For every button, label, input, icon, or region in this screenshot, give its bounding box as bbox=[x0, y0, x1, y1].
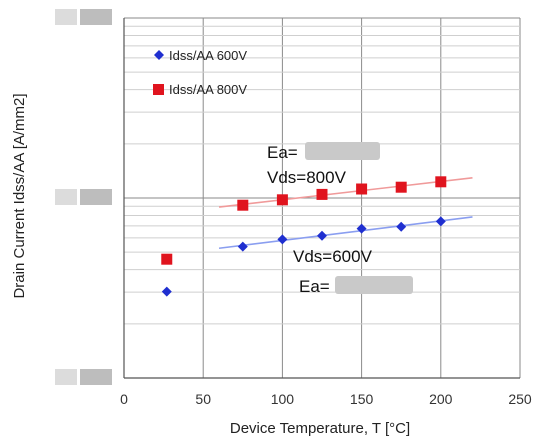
ea-value-redacted-800v bbox=[305, 142, 380, 160]
data-point-600v bbox=[396, 222, 406, 232]
y-axis-title: Drain Current Idss/AA [A/mm2] bbox=[11, 93, 28, 298]
x-tick-label: 50 bbox=[195, 391, 211, 407]
annotation-800v: Ea= Vds=800V bbox=[267, 142, 380, 187]
ea-value-redacted-600v bbox=[335, 276, 413, 294]
y-tick-label-redacted bbox=[55, 189, 77, 205]
data-point-800v bbox=[317, 189, 328, 200]
data-point-600v bbox=[162, 287, 172, 297]
data-point-600v bbox=[436, 216, 446, 226]
data-point-600v bbox=[357, 224, 367, 234]
annotation-600v: Vds=600V Ea= bbox=[293, 247, 413, 296]
y-tick-label-redacted bbox=[80, 9, 112, 25]
trend-line-600v bbox=[219, 217, 472, 248]
x-tick-label: 100 bbox=[271, 391, 295, 407]
legend-label-800v: Idss/AA 800V bbox=[169, 82, 247, 97]
data-point-600v bbox=[317, 231, 327, 241]
vds-label-600v: Vds=600V bbox=[293, 247, 373, 266]
ea-label-600v: Ea= bbox=[299, 277, 330, 296]
data-point-800v bbox=[356, 184, 367, 195]
vds-label-800v: Vds=800V bbox=[267, 168, 347, 187]
x-tick-label: 0 bbox=[120, 391, 128, 407]
data-point-800v bbox=[396, 182, 407, 193]
y-tick-label-redacted bbox=[80, 369, 112, 385]
x-tick-label: 250 bbox=[508, 391, 532, 407]
y-tick-label-redacted bbox=[55, 369, 77, 385]
data-point-600v bbox=[277, 234, 287, 244]
data-point-800v bbox=[277, 194, 288, 205]
legend-marker-800v bbox=[153, 84, 164, 95]
y-tick-label-redacted bbox=[55, 9, 77, 25]
data-point-800v bbox=[161, 254, 172, 265]
data-point-600v bbox=[238, 242, 248, 252]
x-axis-title: Device Temperature, T [°C] bbox=[230, 420, 410, 437]
y-tick-labels-redacted bbox=[55, 9, 112, 385]
y-tick-label-redacted bbox=[80, 189, 112, 205]
ea-label-800v: Ea= bbox=[267, 143, 298, 162]
legend-label-600v: Idss/AA 600V bbox=[169, 48, 247, 63]
legend-marker-600v bbox=[154, 50, 164, 60]
x-tick-label: 150 bbox=[350, 391, 374, 407]
data-point-800v bbox=[237, 200, 248, 211]
data-point-800v bbox=[435, 176, 446, 187]
x-tick-label: 200 bbox=[429, 391, 453, 407]
x-tick-labels: 0 50 100 150 200 250 bbox=[120, 391, 532, 407]
